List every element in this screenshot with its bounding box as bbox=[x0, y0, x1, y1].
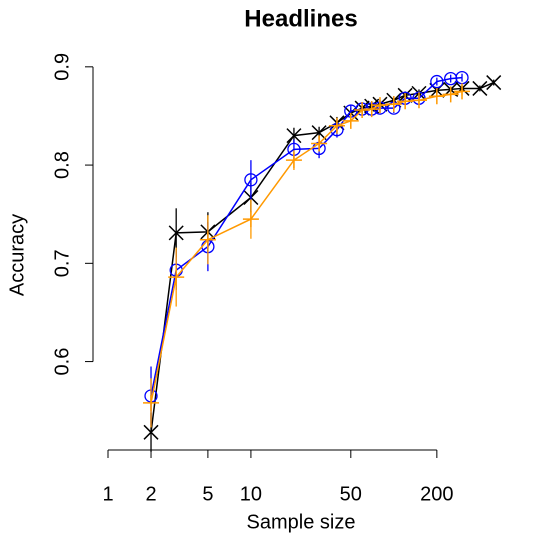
point bbox=[285, 152, 302, 169]
series-line bbox=[150, 90, 463, 403]
point bbox=[342, 112, 359, 129]
point bbox=[371, 97, 388, 114]
y-axis-label: Accuracy bbox=[6, 214, 28, 296]
point bbox=[454, 83, 471, 100]
x-tick-label: 200 bbox=[420, 483, 453, 505]
point bbox=[328, 117, 345, 134]
point bbox=[430, 74, 444, 89]
x-tick-label: 10 bbox=[240, 483, 262, 505]
x-tick-label: 1 bbox=[102, 483, 113, 505]
y-tick-label: 0.6 bbox=[51, 348, 73, 376]
point bbox=[472, 80, 488, 96]
x-tick-label: 2 bbox=[145, 483, 156, 505]
point bbox=[354, 102, 371, 119]
point bbox=[168, 225, 184, 241]
chart-title: Headlines bbox=[244, 5, 357, 32]
point bbox=[168, 269, 185, 286]
point bbox=[442, 86, 459, 103]
x-axis-label: Sample size bbox=[247, 511, 356, 533]
point bbox=[486, 75, 502, 91]
point bbox=[397, 93, 414, 110]
point bbox=[311, 135, 328, 152]
y-tick-label: 0.8 bbox=[51, 151, 73, 179]
point bbox=[363, 101, 380, 118]
point bbox=[242, 211, 259, 228]
point bbox=[428, 88, 445, 105]
y-tick-label: 0.7 bbox=[51, 249, 73, 277]
point bbox=[143, 394, 160, 411]
point bbox=[311, 125, 327, 141]
point bbox=[143, 424, 159, 440]
point bbox=[199, 231, 216, 248]
point bbox=[286, 128, 302, 144]
y-tick-label: 0.9 bbox=[51, 53, 73, 81]
x-tick-label: 50 bbox=[340, 483, 362, 505]
point bbox=[244, 173, 258, 187]
series-line bbox=[150, 76, 463, 397]
x-tick-label: 5 bbox=[202, 483, 213, 505]
point bbox=[410, 92, 427, 109]
point bbox=[385, 96, 402, 113]
